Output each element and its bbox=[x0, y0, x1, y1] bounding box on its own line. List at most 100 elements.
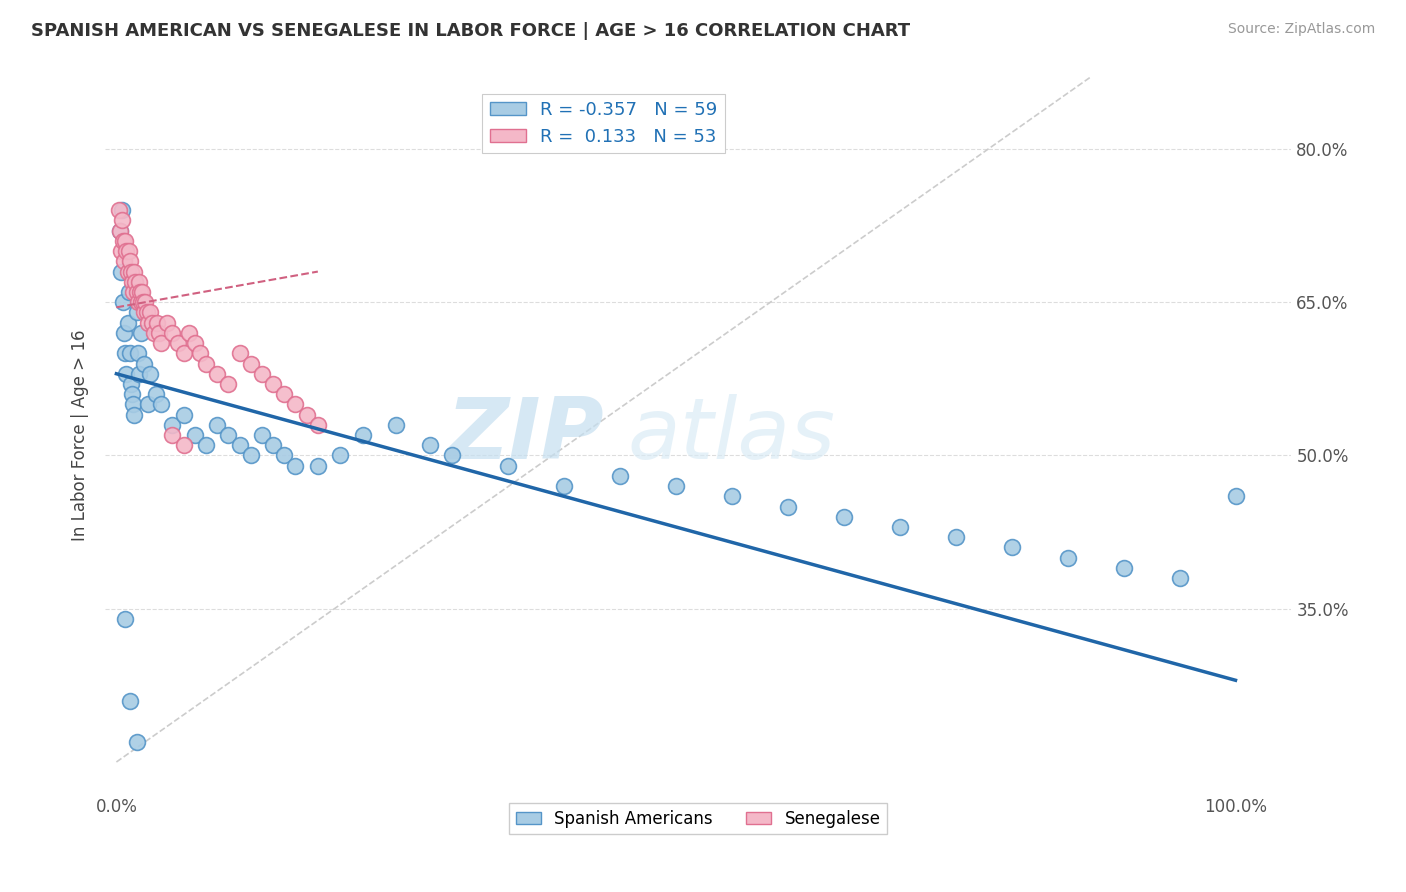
Point bbox=[228, 346, 250, 360]
Point bbox=[115, 367, 138, 381]
Point bbox=[205, 417, 228, 432]
Point bbox=[134, 357, 156, 371]
Point bbox=[832, 509, 855, 524]
Point bbox=[112, 234, 135, 248]
Point bbox=[134, 305, 156, 319]
Point bbox=[194, 438, 217, 452]
Point bbox=[284, 397, 307, 411]
Point bbox=[121, 387, 143, 401]
Point bbox=[112, 295, 135, 310]
Point bbox=[184, 428, 207, 442]
Point bbox=[125, 285, 148, 299]
Point bbox=[132, 295, 155, 310]
Text: Source: ZipAtlas.com: Source: ZipAtlas.com bbox=[1227, 22, 1375, 37]
Point bbox=[184, 336, 207, 351]
Point bbox=[134, 295, 156, 310]
Point bbox=[117, 316, 139, 330]
Point bbox=[112, 326, 135, 340]
Point bbox=[124, 408, 146, 422]
Point bbox=[419, 438, 441, 452]
Point bbox=[122, 397, 145, 411]
Point bbox=[118, 346, 141, 360]
Point bbox=[135, 305, 157, 319]
Point bbox=[776, 500, 799, 514]
Point bbox=[125, 734, 148, 748]
Text: ZIP: ZIP bbox=[446, 393, 603, 476]
Point bbox=[112, 254, 135, 268]
Point bbox=[145, 387, 167, 401]
Point bbox=[122, 285, 145, 299]
Point bbox=[110, 264, 132, 278]
Point bbox=[118, 694, 141, 708]
Point bbox=[136, 316, 159, 330]
Point bbox=[107, 203, 129, 218]
Point bbox=[721, 489, 744, 503]
Point bbox=[194, 357, 217, 371]
Legend: Spanish Americans, Senegalese: Spanish Americans, Senegalese bbox=[509, 803, 887, 834]
Point bbox=[143, 326, 166, 340]
Point bbox=[111, 203, 134, 218]
Point bbox=[173, 438, 195, 452]
Point bbox=[108, 224, 131, 238]
Point bbox=[1056, 550, 1078, 565]
Point bbox=[115, 244, 138, 259]
Point bbox=[118, 285, 141, 299]
Point bbox=[1225, 489, 1247, 503]
Point bbox=[262, 376, 284, 391]
Point bbox=[124, 275, 146, 289]
Point bbox=[136, 397, 159, 411]
Point bbox=[120, 264, 142, 278]
Point bbox=[307, 417, 329, 432]
Point bbox=[609, 469, 631, 483]
Text: SPANISH AMERICAN VS SENEGALESE IN LABOR FORCE | AGE > 16 CORRELATION CHART: SPANISH AMERICAN VS SENEGALESE IN LABOR … bbox=[31, 22, 910, 40]
Point bbox=[167, 336, 190, 351]
Point bbox=[114, 612, 136, 626]
Point bbox=[273, 449, 295, 463]
Point bbox=[108, 224, 131, 238]
Point bbox=[131, 285, 153, 299]
Point bbox=[1112, 561, 1135, 575]
Point bbox=[139, 367, 162, 381]
Point bbox=[217, 428, 239, 442]
Point bbox=[125, 305, 148, 319]
Point bbox=[111, 213, 134, 227]
Point bbox=[441, 449, 464, 463]
Point bbox=[496, 458, 519, 473]
Point bbox=[239, 357, 262, 371]
Point bbox=[127, 346, 149, 360]
Point bbox=[307, 458, 329, 473]
Point bbox=[1001, 541, 1024, 555]
Point bbox=[945, 530, 967, 544]
Point bbox=[262, 438, 284, 452]
Point bbox=[295, 408, 318, 422]
Point bbox=[188, 346, 211, 360]
Point bbox=[162, 326, 184, 340]
Point bbox=[553, 479, 575, 493]
Point bbox=[129, 285, 152, 299]
Point bbox=[150, 336, 173, 351]
Point bbox=[162, 417, 184, 432]
Point bbox=[128, 275, 150, 289]
Point bbox=[117, 264, 139, 278]
Point bbox=[173, 408, 195, 422]
Point bbox=[114, 346, 136, 360]
Point bbox=[120, 376, 142, 391]
Point bbox=[250, 367, 273, 381]
Point bbox=[385, 417, 408, 432]
Point bbox=[1168, 571, 1191, 585]
Point bbox=[114, 234, 136, 248]
Point bbox=[150, 397, 173, 411]
Point bbox=[239, 449, 262, 463]
Point bbox=[110, 244, 132, 259]
Point bbox=[124, 275, 146, 289]
Point bbox=[124, 264, 146, 278]
Point bbox=[250, 428, 273, 442]
Point bbox=[273, 387, 295, 401]
Point bbox=[118, 244, 141, 259]
Point bbox=[121, 275, 143, 289]
Point bbox=[205, 367, 228, 381]
Point bbox=[129, 326, 152, 340]
Point bbox=[141, 316, 163, 330]
Point bbox=[217, 376, 239, 391]
Point bbox=[139, 305, 162, 319]
